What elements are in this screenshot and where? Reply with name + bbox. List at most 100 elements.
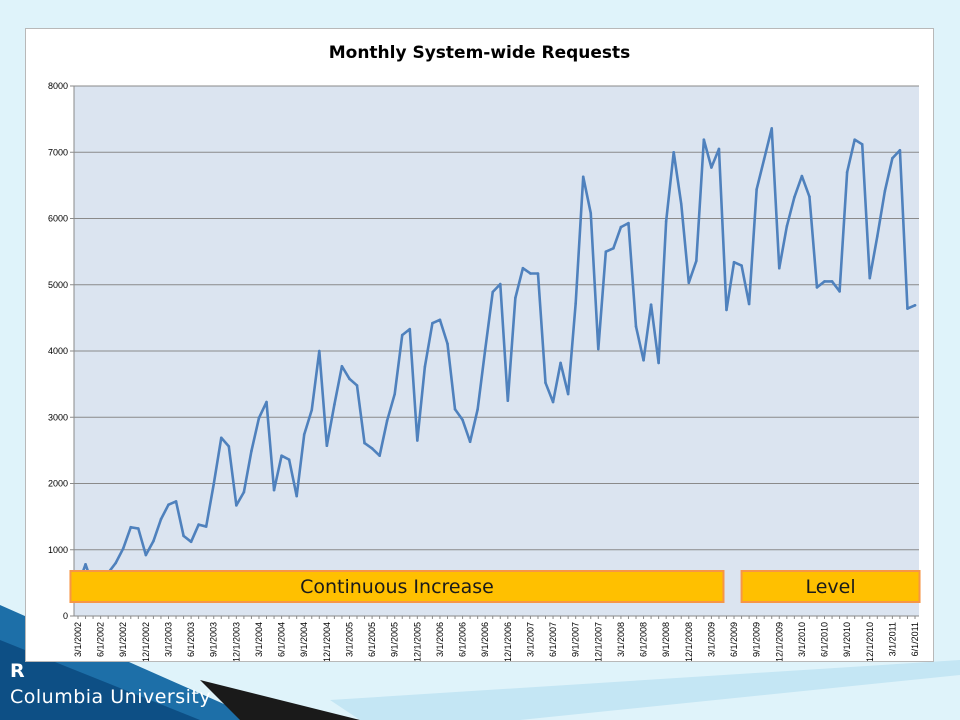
data-point (483, 348, 487, 351)
data-point (114, 561, 117, 565)
y-tick-label: 1000 (48, 545, 68, 555)
data-point (740, 264, 743, 267)
data-point (302, 433, 306, 436)
data-point (446, 342, 449, 346)
data-point (250, 449, 253, 453)
footer-institution: Columbia University (10, 686, 212, 708)
chart-title: Monthly System-wide Requests (328, 43, 631, 63)
y-tick-label: 4000 (48, 346, 68, 356)
data-point (416, 439, 419, 442)
x-tick-label: 12/1/2009 (774, 622, 784, 661)
data-point (242, 490, 246, 494)
data-point (581, 175, 585, 179)
data-point (717, 147, 721, 151)
data-point (129, 525, 133, 529)
x-tick-label: 6/1/2011 (910, 622, 920, 656)
data-point (657, 361, 660, 365)
data-point (634, 325, 638, 328)
x-tick-label: 6/1/2005 (367, 622, 377, 657)
data-point (400, 333, 404, 337)
data-point (378, 454, 381, 457)
data-point (687, 281, 691, 285)
x-tick-label: 9/1/2010 (842, 622, 852, 657)
x-tick-label: 9/1/2007 (571, 622, 581, 657)
y-tick-label: 8000 (48, 81, 68, 91)
data-point (461, 418, 464, 422)
x-tick-label: 6/1/2007 (548, 622, 558, 657)
data-point (906, 307, 909, 310)
series-line-requests (76, 127, 917, 588)
x-tick-label: 3/1/2008 (616, 622, 626, 657)
x-tick-label: 6/1/2004 (277, 622, 287, 657)
data-point (159, 517, 163, 521)
data-point (355, 384, 359, 387)
data-point (597, 347, 600, 351)
data-point (84, 563, 87, 566)
x-tick-label: 3/1/2007 (525, 622, 535, 657)
data-point (174, 500, 178, 503)
data-point (348, 377, 351, 381)
data-point (295, 494, 298, 498)
x-tick-label: 6/1/2010 (820, 622, 830, 657)
data-point (325, 444, 329, 448)
x-tick-label: 3/1/2003 (163, 622, 173, 657)
annotation-label: Level (805, 576, 855, 598)
x-tick-label: 12/1/2004 (322, 622, 332, 661)
data-point (235, 504, 238, 507)
y-tick-label: 6000 (48, 214, 68, 224)
data-point (627, 221, 630, 225)
data-point (566, 392, 570, 396)
data-point (227, 445, 231, 448)
data-point (363, 441, 366, 445)
data-point (152, 539, 155, 543)
data-point (144, 553, 148, 557)
footer-swoosh (330, 660, 960, 720)
data-point (559, 361, 562, 365)
y-tick-label: 3000 (48, 412, 68, 422)
data-point (340, 364, 344, 368)
x-tick-label: 3/1/2005 (344, 622, 354, 657)
data-point (785, 225, 789, 228)
x-tick-label: 12/1/2005 (412, 622, 422, 661)
data-point (679, 202, 683, 206)
footer-partial-text: R (10, 660, 25, 682)
x-tick-label: 6/1/2009 (729, 622, 739, 657)
data-point (476, 408, 479, 411)
data-point (732, 260, 736, 264)
data-point (310, 408, 314, 412)
annotation-label: Continuous Increase (300, 576, 494, 598)
data-point (137, 527, 140, 530)
x-tick-label: 3/1/2009 (706, 622, 716, 657)
x-tick-label: 9/1/2009 (752, 622, 762, 657)
data-point (431, 321, 434, 325)
data-point (664, 219, 668, 223)
data-point (506, 399, 510, 402)
data-point (212, 482, 216, 486)
x-tick-label: 3/1/2010 (797, 622, 807, 657)
data-point (808, 195, 811, 198)
data-point (333, 403, 336, 406)
data-point (695, 259, 698, 263)
data-point (318, 349, 321, 353)
footer-shadow (200, 680, 360, 720)
x-tick-label: 6/1/2002 (96, 622, 106, 657)
data-point (853, 138, 856, 141)
data-point (770, 127, 774, 130)
x-tick-label: 3/1/2004 (254, 622, 264, 657)
x-tick-label: 12/1/2008 (684, 622, 694, 661)
data-point (408, 327, 412, 331)
data-point (883, 190, 887, 193)
x-tick-label: 12/1/2006 (503, 622, 513, 661)
data-point (777, 266, 781, 270)
data-point (536, 272, 540, 275)
y-tick-label: 0 (63, 611, 68, 621)
data-point (438, 318, 442, 322)
data-point (619, 225, 623, 229)
data-point (189, 540, 193, 544)
annotation-box (740, 570, 921, 603)
data-point (762, 157, 766, 161)
data-point (182, 534, 185, 538)
x-tick-label: 3/1/2002 (73, 622, 83, 657)
data-point (544, 381, 547, 385)
data-point (521, 266, 525, 270)
